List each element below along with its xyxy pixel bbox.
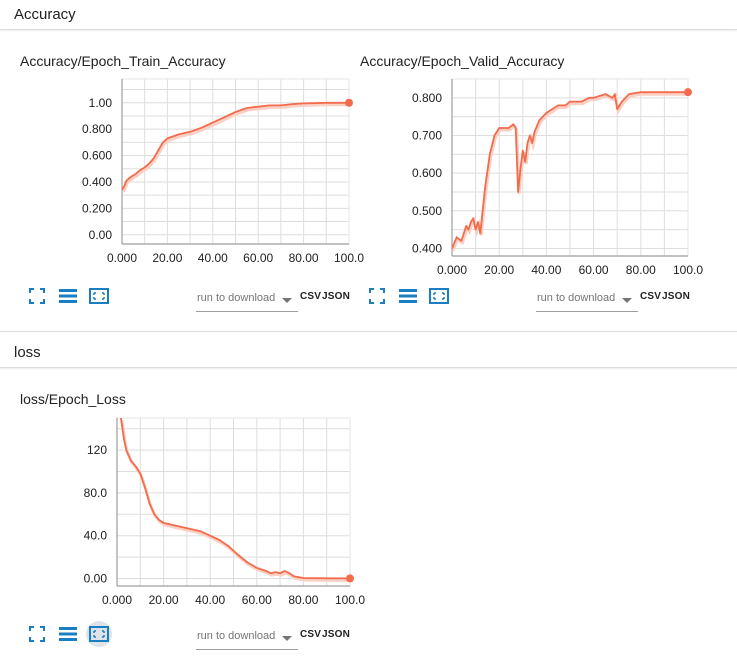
series-end-point bbox=[346, 574, 354, 582]
series-line-raw bbox=[453, 94, 689, 250]
fit-domain-icon[interactable] bbox=[426, 283, 452, 309]
csv-link[interactable]: CSV bbox=[640, 291, 661, 302]
x-tick-label: 40.00 bbox=[195, 593, 225, 607]
section-header-accuracy[interactable]: Accuracy bbox=[0, 0, 737, 30]
list-icon[interactable] bbox=[395, 283, 421, 309]
run-download-placeholder: run to download bbox=[197, 292, 275, 304]
chevron-down-icon bbox=[282, 298, 292, 303]
x-tick-label: 20.00 bbox=[149, 593, 179, 607]
json-link[interactable]: JSON bbox=[322, 291, 350, 302]
x-tick-label: 40.00 bbox=[198, 251, 228, 265]
x-tick-label: 0.000 bbox=[107, 251, 137, 265]
x-tick-label: 60.00 bbox=[243, 251, 273, 265]
run-download-placeholder: run to download bbox=[537, 292, 615, 304]
y-tick-label: 1.00 bbox=[89, 96, 113, 110]
run-download-placeholder: run to download bbox=[197, 630, 275, 642]
y-tick-label: 0.600 bbox=[412, 166, 442, 180]
list-icon[interactable] bbox=[55, 283, 81, 309]
json-link[interactable]: JSON bbox=[322, 629, 350, 640]
x-tick-label: 80.00 bbox=[288, 593, 318, 607]
y-tick-label: 40.0 bbox=[84, 529, 108, 543]
y-tick-label: 0.200 bbox=[82, 201, 112, 215]
csv-link[interactable]: CSV bbox=[300, 291, 321, 302]
x-tick-label: 80.00 bbox=[626, 263, 656, 277]
y-tick-label: 0.400 bbox=[82, 175, 112, 189]
series-end-point bbox=[684, 88, 692, 96]
fullscreen-icon[interactable] bbox=[24, 621, 50, 647]
series-end-point bbox=[345, 99, 353, 107]
section-divider bbox=[0, 331, 737, 332]
chart-plot[interactable]: 0.000 20.00 40.00 60.00 80.00 100.00.4000.500… bbox=[354, 53, 694, 293]
y-tick-label: 80.0 bbox=[84, 486, 108, 500]
fit-domain-icon[interactable] bbox=[86, 283, 112, 309]
chevron-down-icon bbox=[282, 636, 292, 641]
x-tick-label: 40.00 bbox=[531, 263, 561, 277]
run-download-select[interactable]: run to download bbox=[536, 288, 638, 312]
chart-plot[interactable]: 0.000 20.00 40.00 60.00 80.00 100.00.0040.080… bbox=[14, 391, 354, 631]
chart-toolbar: run to download CSV JSON bbox=[24, 622, 354, 646]
section-header-loss[interactable]: loss bbox=[0, 338, 737, 368]
fullscreen-icon[interactable] bbox=[24, 283, 50, 309]
x-tick-label: 60.00 bbox=[579, 263, 609, 277]
y-tick-label: 0.700 bbox=[412, 128, 442, 142]
y-tick-label: 0.800 bbox=[412, 91, 442, 105]
fit-domain-icon[interactable] bbox=[86, 621, 112, 647]
csv-link[interactable]: CSV bbox=[300, 629, 321, 640]
json-link[interactable]: JSON bbox=[662, 291, 690, 302]
y-tick-label: 0.00 bbox=[84, 572, 108, 586]
fullscreen-icon[interactable] bbox=[364, 283, 390, 309]
chart-plot[interactable]: 0.000 20.00 40.00 60.00 80.00 100.00.000.2000… bbox=[14, 53, 354, 293]
y-tick-label: 0.600 bbox=[82, 149, 112, 163]
series-line-raw bbox=[123, 105, 350, 192]
x-tick-label: 100.0 bbox=[335, 593, 365, 607]
x-tick-label: 20.00 bbox=[152, 251, 182, 265]
chart-toolbar: run to download CSV JSON bbox=[24, 284, 354, 308]
section-label: Accuracy bbox=[14, 6, 76, 23]
x-tick-label: 20.00 bbox=[484, 263, 514, 277]
y-tick-label: 0.800 bbox=[82, 122, 112, 136]
x-tick-label: 0.000 bbox=[102, 593, 132, 607]
run-download-select[interactable]: run to download bbox=[196, 626, 298, 650]
list-icon[interactable] bbox=[55, 621, 81, 647]
y-tick-label: 0.00 bbox=[89, 228, 113, 242]
x-tick-label: 80.00 bbox=[289, 251, 319, 265]
x-tick-label: 60.00 bbox=[242, 593, 272, 607]
chevron-down-icon bbox=[622, 298, 632, 303]
run-download-select[interactable]: run to download bbox=[196, 288, 298, 312]
x-tick-label: 0.000 bbox=[437, 263, 467, 277]
y-tick-label: 120 bbox=[87, 443, 107, 457]
chart-toolbar: run to download CSV JSON bbox=[364, 284, 694, 308]
section-label: loss bbox=[14, 344, 41, 361]
y-tick-label: 0.400 bbox=[412, 241, 442, 255]
y-tick-label: 0.500 bbox=[412, 204, 442, 218]
x-tick-label: 100.0 bbox=[673, 263, 703, 277]
